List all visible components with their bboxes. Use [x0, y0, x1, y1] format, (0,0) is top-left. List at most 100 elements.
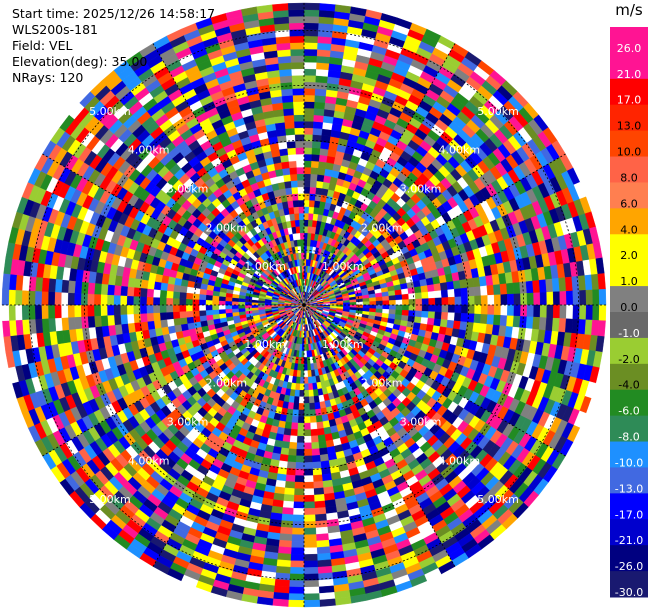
gate-cell [316, 421, 324, 430]
gate-cell [307, 376, 313, 384]
gate-cell [303, 586, 320, 595]
gate-cell [140, 279, 149, 289]
gate-cell [552, 291, 561, 306]
gate-cell [290, 560, 305, 568]
gate-cell [319, 453, 329, 462]
gate-cell [434, 297, 443, 306]
gate-cell [532, 316, 541, 330]
gate-cell [303, 186, 311, 194]
gate-cell [205, 294, 213, 301]
gate-cell [93, 282, 102, 295]
gate-cell [303, 481, 314, 490]
gate-cell [316, 546, 331, 555]
gate-cell [318, 22, 334, 32]
gate-cell [506, 293, 515, 306]
gate-cell [298, 389, 305, 398]
gate-cell [284, 481, 295, 489]
gate-cell [316, 552, 332, 561]
gate-cell [499, 315, 508, 327]
gate-cell [139, 304, 147, 314]
gate-cell [126, 295, 134, 306]
gate-cell [173, 317, 182, 326]
gate-cell [54, 304, 62, 319]
gate-cell [446, 319, 455, 329]
gate-cell [126, 286, 135, 297]
gate-cell [318, 161, 327, 170]
gate-cell [152, 296, 161, 306]
gate-cell [552, 304, 561, 319]
gate-cell [459, 279, 468, 289]
gate-cell [314, 507, 327, 516]
gate-cell [453, 312, 462, 322]
gate-cell [493, 314, 501, 326]
gate-cell [303, 160, 312, 168]
field-label: Field: VEL [12, 38, 73, 53]
gate-cell [440, 289, 449, 299]
gate-cell [119, 304, 128, 315]
gate-cell [295, 448, 305, 457]
gate-cell [282, 500, 294, 509]
gate-cell [54, 291, 62, 306]
gate-cell [480, 295, 489, 306]
gate-cell [278, 539, 292, 548]
gate-cell [533, 304, 541, 318]
gate-cell [474, 295, 482, 306]
gate-cell [87, 282, 96, 295]
gate-cell [192, 298, 200, 306]
gate-cell [292, 409, 299, 417]
gate-cell [317, 42, 332, 51]
gate-cell [303, 212, 310, 221]
gate-cell [314, 500, 326, 509]
gate-cell [303, 389, 310, 398]
gate-cell [299, 376, 305, 385]
gate-cell [598, 288, 607, 306]
ppi-plot: 1.00km1.00km1.00km1.00km2.00km2.00km2.00… [1, 2, 607, 608]
gate-cell [198, 309, 207, 317]
gate-cell [288, 580, 305, 588]
gate-cell [152, 312, 161, 322]
gate-cell [275, 565, 291, 575]
gate-cell [316, 539, 330, 548]
gate-cell [577, 275, 587, 291]
gate-cell [428, 297, 436, 306]
gate-cell [318, 447, 328, 456]
gate-cell [185, 304, 193, 312]
gate-cell [313, 481, 324, 489]
gate-cell [320, 141, 330, 150]
gate-cell [120, 285, 128, 296]
gate-cell [146, 296, 154, 306]
gate-cell [41, 291, 49, 306]
gate-cell [559, 291, 567, 306]
gate-cell [152, 304, 161, 314]
gate-cell [395, 294, 403, 301]
gate-cell [319, 148, 329, 157]
gate-cell [172, 304, 180, 313]
gate-cell [100, 315, 109, 327]
gate-cell [159, 311, 168, 321]
gate-cell [592, 289, 600, 306]
gate-cell [282, 434, 291, 443]
gate-cell [179, 291, 187, 300]
gate-cell [513, 293, 521, 306]
gate-cell [293, 488, 305, 496]
gate-cell [198, 293, 207, 301]
gate-cell [309, 186, 317, 195]
gate-cell [303, 15, 320, 24]
gate-cell [597, 273, 606, 290]
gate-cell [2, 320, 11, 337]
gate-cell [426, 317, 435, 326]
gate-cell [314, 101, 326, 110]
gate-cell [318, 440, 327, 449]
gate-cell [303, 199, 310, 207]
gate-cell [349, 302, 357, 306]
gate-cell [388, 304, 397, 311]
gate-cell [231, 304, 239, 310]
gate-cell [283, 487, 295, 496]
gate-cell [67, 304, 75, 318]
gate-cell [290, 428, 298, 437]
gate-cell [67, 280, 76, 294]
gate-cell [434, 290, 442, 299]
gate-cell [312, 389, 319, 397]
gate-cell [388, 295, 397, 301]
gate-cell [93, 315, 102, 328]
